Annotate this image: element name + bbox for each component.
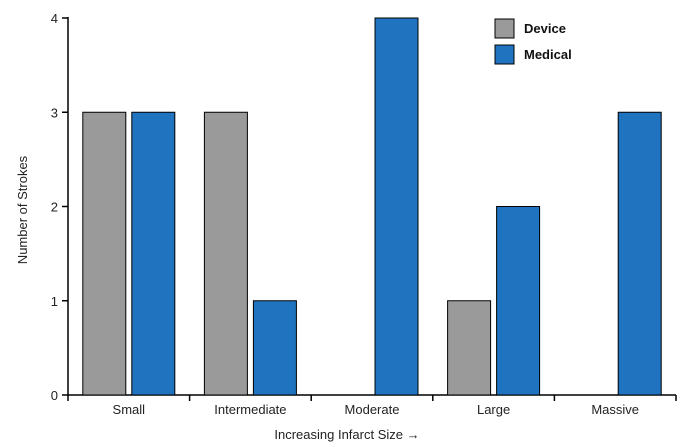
x-tick-label: Massive xyxy=(591,402,639,417)
x-axis-title: Increasing Infarct Size → xyxy=(274,427,419,442)
y-tick-label: 2 xyxy=(51,200,58,215)
bar-device-large xyxy=(447,300,492,396)
bar-medical-massive xyxy=(617,111,662,396)
legend-label-device: Device xyxy=(524,21,566,36)
legend-swatch-medical xyxy=(494,44,515,65)
legend: Device Medical xyxy=(494,18,572,65)
x-tick-label: Large xyxy=(477,402,510,417)
y-tick-label: 0 xyxy=(51,388,58,403)
bar-device-small xyxy=(82,111,127,396)
legend-label-medical: Medical xyxy=(524,47,572,62)
x-tick-label: Small xyxy=(113,402,146,417)
x-tick-label: Moderate xyxy=(345,402,400,417)
x-tick-label: Intermediate xyxy=(214,402,286,417)
y-axis: 0 1 2 3 4 xyxy=(51,11,69,403)
legend-swatch-device xyxy=(494,18,515,39)
y-tick-label: 3 xyxy=(51,105,58,120)
bar-medical-moderate xyxy=(374,17,419,396)
bar-device-intermediate xyxy=(203,111,248,396)
bar-medical-small xyxy=(131,111,176,396)
bar-medical-large xyxy=(496,206,541,396)
bars xyxy=(82,17,662,396)
y-tick-label: 4 xyxy=(51,11,58,26)
bar-medical-intermediate xyxy=(252,300,297,396)
y-axis-title: Number of Strokes xyxy=(15,155,30,264)
y-tick-label: 1 xyxy=(51,294,58,309)
x-axis: Small Intermediate Moderate Large Massive xyxy=(67,394,677,417)
